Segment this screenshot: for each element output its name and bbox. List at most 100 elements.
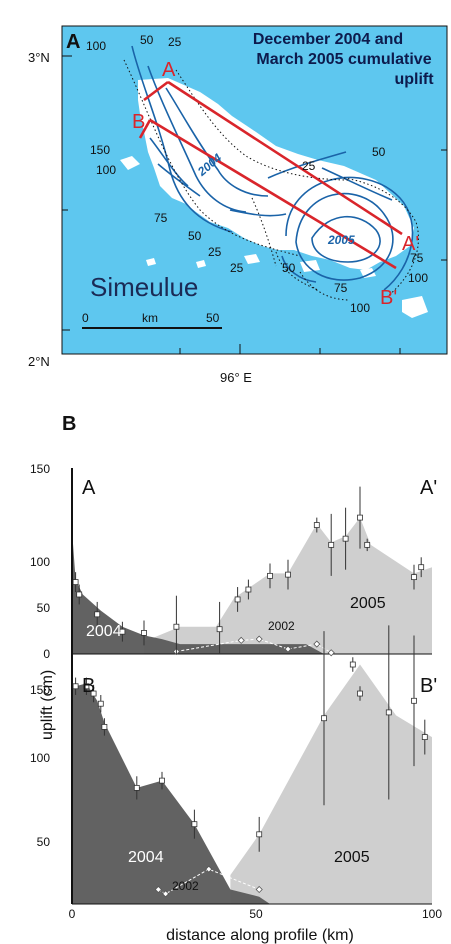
islet [402, 296, 428, 318]
y-tick-label: 150 [30, 683, 50, 697]
data-point [418, 564, 425, 571]
data-point [141, 630, 147, 636]
contour-label: 50 [140, 33, 154, 47]
data-point [101, 724, 108, 730]
top-y-ticks: 150 100 50 0 [30, 462, 50, 661]
data-point [94, 611, 101, 618]
profile-label-a: A [82, 477, 96, 499]
area-2004 [72, 530, 324, 654]
data-point [411, 574, 417, 581]
area-label-2004-top: 2004 [86, 623, 122, 640]
island-name: Simeulue [90, 272, 198, 302]
data-point [83, 683, 90, 690]
data-point [357, 514, 363, 521]
data-point [349, 661, 356, 668]
contours-dotted [123, 59, 419, 301]
contour-label: 50 [282, 261, 296, 275]
x-tick-label: 50 [249, 907, 263, 921]
data-point [245, 586, 252, 593]
x-tick-label: 0 [69, 907, 76, 921]
profile-label-a-prime: A' [420, 477, 437, 499]
contours-2004 [131, 45, 347, 233]
y-tick-label: 100 [30, 555, 50, 569]
contour-label: 75 [154, 211, 168, 225]
map-frame [61, 25, 448, 355]
data-point [342, 535, 349, 542]
contour-labels: 100 50 25 150 100 2004 25 50 75 50 25 25… [86, 33, 428, 315]
y-tick-label: 150 [30, 462, 50, 476]
data-point [173, 623, 180, 630]
series-2002-line [158, 868, 260, 895]
profile-b-plot [71, 625, 432, 905]
scale-start: 0 [82, 311, 89, 325]
contour-label: 100 [86, 39, 106, 53]
islet [244, 254, 260, 264]
area-label-2005-top: 2005 [350, 595, 386, 612]
data-point [72, 579, 79, 585]
point-2002 [162, 890, 170, 898]
area-label-2002-bottom: 2002 [172, 879, 199, 893]
bottom-y-ticks: 150 100 50 [30, 683, 50, 849]
profiles-panel: B uplift (cm) distance along profile (km… [30, 413, 442, 944]
point-2002 [284, 645, 292, 653]
point-2002 [327, 649, 335, 657]
scale-end: 50 [206, 311, 220, 325]
x-tick-label: 100 [422, 907, 442, 921]
point-2002 [255, 635, 263, 643]
profile-label-a: A [162, 59, 176, 81]
point-2002 [237, 636, 245, 644]
contour-year-2005: 2005 [327, 233, 355, 247]
x-ticks: 0 50 100 [69, 907, 443, 921]
profile-label-b-prime: B' [380, 287, 397, 309]
data-point [385, 709, 392, 716]
area-2005 [230, 664, 432, 904]
series-2002-line [176, 638, 332, 654]
y-tick-label: 50 [37, 601, 51, 615]
data-point [256, 831, 263, 838]
data-point [364, 541, 371, 548]
profile-lines [138, 80, 403, 270]
profile-label-b: B [132, 111, 145, 133]
data-point [97, 700, 104, 707]
data-point [313, 522, 320, 528]
data-point [72, 683, 79, 690]
contour-label: 25 [302, 159, 316, 173]
data-point [267, 572, 273, 579]
area-label-2002-top: 2002 [268, 619, 295, 633]
contours-2005 [281, 167, 414, 291]
data-point [90, 690, 97, 697]
y-tick-label: 0 [43, 647, 50, 661]
data-point [119, 628, 126, 635]
point-2002 [205, 865, 213, 873]
data-point [421, 734, 428, 740]
x-axis-label: distance along profile (km) [166, 927, 354, 944]
contour-label: 25 [230, 261, 244, 275]
data-point [234, 596, 241, 603]
point-2002 [154, 885, 162, 894]
panel-letter-b: B [62, 413, 76, 435]
data-point [285, 571, 291, 578]
area-2004 [72, 683, 270, 904]
area-label-2004-bottom: 2004 [128, 849, 164, 866]
data-point [216, 626, 223, 633]
y-axis-label: uplift (cm) [39, 670, 56, 740]
map-title-line-2: March 2005 cumulative [256, 51, 431, 68]
data-point [357, 690, 363, 697]
contour-label: 75 [410, 251, 424, 265]
map-panel: A December 2004 and March 2005 cumulativ… [28, 25, 448, 385]
contour-label: 50 [188, 229, 202, 243]
data-point [133, 784, 140, 791]
profile-a-plot [71, 468, 432, 657]
point-2002 [313, 640, 321, 648]
contour-label: 75 [334, 281, 348, 295]
data-point [76, 591, 83, 598]
map-title-line-3: uplift [394, 71, 434, 88]
panel-letter-a: A [66, 31, 80, 53]
data-point [191, 821, 198, 828]
islet [196, 260, 206, 268]
contour-label: 50 [372, 145, 386, 159]
map-title-line-1: December 2004 and [253, 31, 403, 48]
point-2002 [255, 885, 263, 894]
contour-label: 150 [90, 143, 110, 157]
